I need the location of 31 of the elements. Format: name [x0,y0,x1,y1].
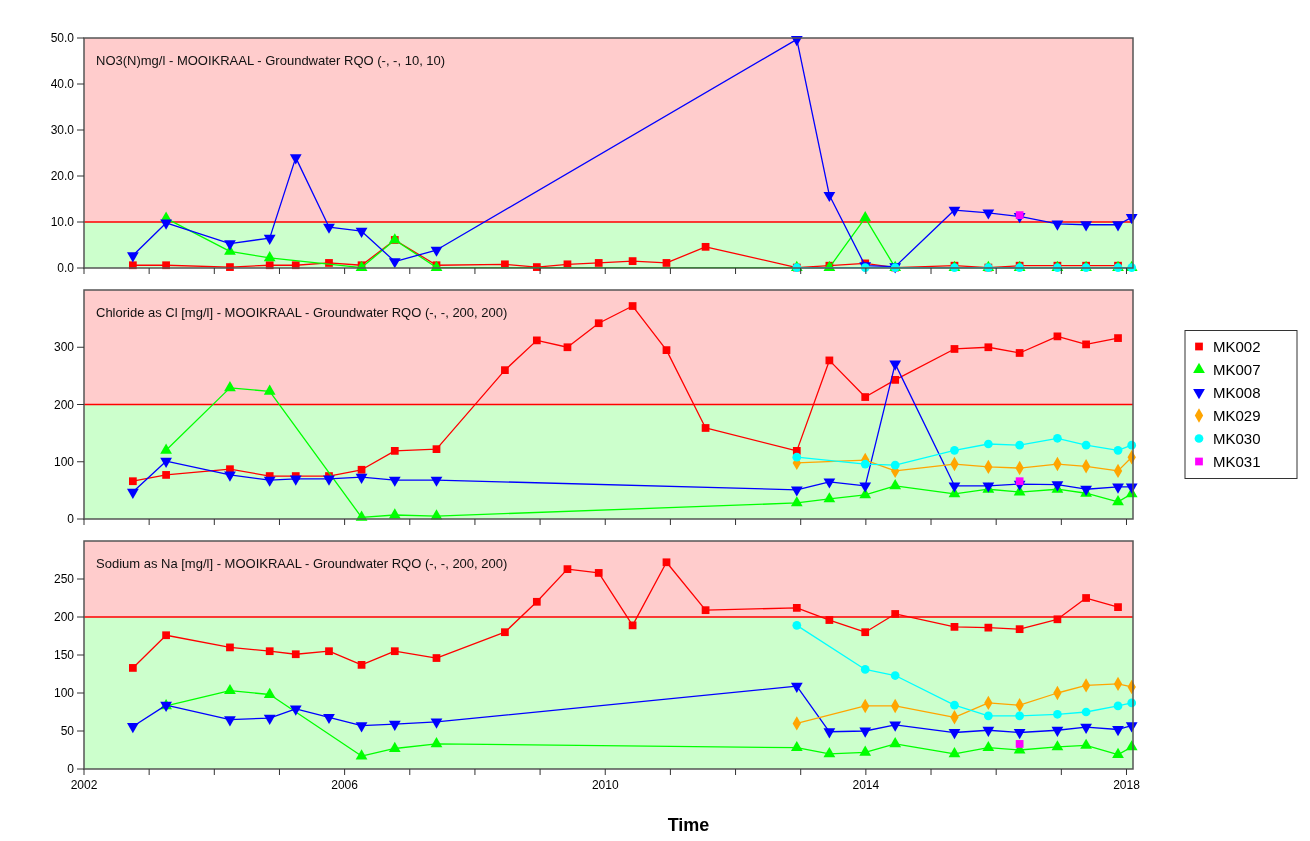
x-tick-label: 2002 [70,778,98,792]
legend-label: MK007 [1213,360,1261,378]
legend-label: MK029 [1213,406,1261,424]
y-tick-label: 10.0 [50,215,75,230]
text: Sodium as Na [mg/l] - MOOIKRAAL - Groundwater RQO (-, -, 200, 200) [96,556,508,571]
y-tick-label: 30.0 [50,123,75,138]
x-tick-label: 2018 [1113,778,1141,792]
y-tick-label: 50.0 [50,31,75,46]
y-tick-label: 0 [67,512,75,527]
legend-label: MK002 [1213,337,1261,355]
y-tick-label: 250 [53,572,75,587]
y-tick-label: 50 [60,724,75,739]
y-tick-label: 20.0 [50,169,75,184]
x-tick-label: 2010 [591,778,619,792]
y-tick-label: 150 [53,648,75,663]
y-tick-label: 0 [67,762,75,777]
y-tick-label: 200 [53,397,75,412]
y-tick-label: 100 [53,454,75,469]
y-tick-label: 100 [53,686,75,701]
legend-label: MK008 [1213,383,1261,401]
legend-label: MK031 [1213,452,1261,470]
y-tick-label: 200 [53,610,75,625]
text: Chloride as Cl [mg/l] - MOOIKRAAL - Groundwater RQO (-, -, 200, 200) [96,305,508,320]
y-tick-label: 40.0 [50,77,75,92]
text: NO3(N)mg/l - MOOIKRAAL - Groundwater RQO (-, -, 10, 10) [96,53,446,68]
x-tick-label: 2006 [331,778,359,792]
x-axis-title: Time [667,815,710,835]
y-tick-label: 300 [53,340,75,355]
y-tick-label: 0.0 [57,261,75,276]
legend-label: MK030 [1213,429,1261,447]
x-tick-label: 2014 [852,778,880,792]
